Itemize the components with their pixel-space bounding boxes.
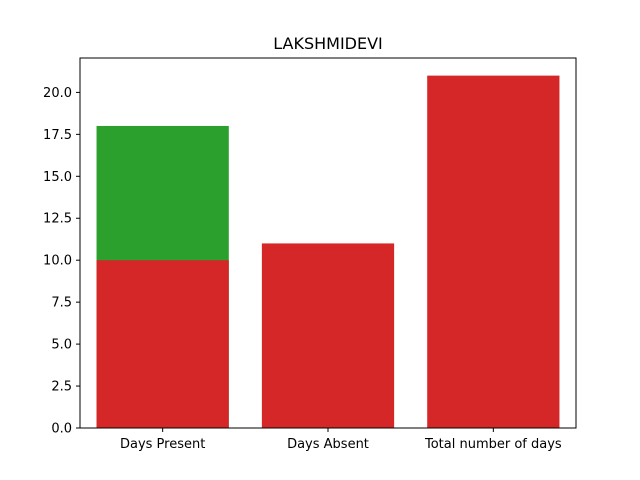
- y-tick-label: 0.0: [51, 422, 72, 437]
- y-tick-label: 20.0: [43, 86, 72, 101]
- x-tick-label: Total number of days: [424, 437, 562, 452]
- y-tick-label: 2.5: [51, 380, 72, 395]
- bars-group: [96, 75, 560, 429]
- plot-frame: [79, 57, 577, 429]
- y-tick-label: 15.0: [43, 170, 72, 185]
- y-tick-label: 7.5: [51, 296, 72, 311]
- x-tick-label: Days Present: [120, 437, 205, 452]
- y-tick-label: 5.0: [51, 338, 72, 353]
- y-tick-label: 10.0: [43, 254, 72, 269]
- y-tick-label: 17.5: [43, 128, 72, 143]
- bar-series-1-1: [261, 243, 395, 428]
- y-tick-label: 12.5: [43, 212, 72, 227]
- bar-series-1-2: [427, 75, 560, 428]
- x-axis-ticks: Days Present Days Absent Total number of d…: [120, 428, 562, 452]
- bar-series-1-0: [96, 260, 229, 428]
- x-tick-label: Days Absent: [287, 437, 369, 452]
- y-axis-ticks: 0.0 2.5 5.0 7.5 10.0 12.5 15.0 17.5 20.0: [43, 86, 80, 437]
- chart-title: LAKSHMIDEVI: [273, 34, 383, 53]
